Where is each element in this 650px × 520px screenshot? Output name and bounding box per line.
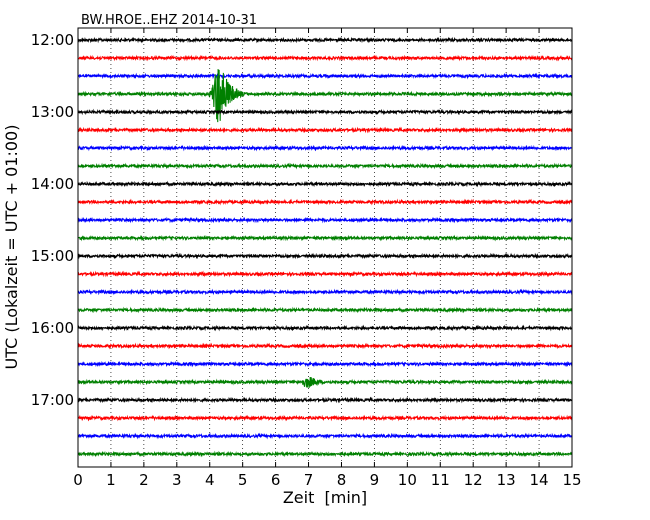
x-tick-label: 3 xyxy=(172,471,182,489)
plot-frame xyxy=(77,27,573,468)
x-tick-label: 9 xyxy=(370,471,380,489)
trace-11 xyxy=(77,234,573,242)
x-tick-label: 14 xyxy=(530,471,549,489)
x-tick-label: 1 xyxy=(106,471,116,489)
trace-22 xyxy=(77,432,573,440)
y-axis-label: UTC (Lokalzeit = UTC + 01:00) xyxy=(2,125,21,370)
x-tick-label: 5 xyxy=(238,471,248,489)
x-tick-label: 2 xyxy=(139,471,149,489)
y-tick-label: 17:00 xyxy=(31,391,74,409)
trace-10 xyxy=(77,216,573,224)
x-tick-label: 10 xyxy=(398,471,417,489)
x-tick-label: 7 xyxy=(304,471,314,489)
trace-9 xyxy=(77,198,573,206)
trace-3 xyxy=(77,69,573,123)
trace-7 xyxy=(77,162,573,170)
x-tick-label: 15 xyxy=(562,471,581,489)
x-tick-label: 13 xyxy=(497,471,516,489)
trace-8 xyxy=(77,180,573,188)
trace-6 xyxy=(77,144,573,152)
trace-17 xyxy=(77,342,573,350)
trace-23 xyxy=(77,450,573,458)
trace-5 xyxy=(77,126,573,134)
seismic-traces xyxy=(77,36,573,458)
y-tick-label: 15:00 xyxy=(31,247,74,265)
y-axis-ticks: 12:00 13:00 14:00 15:00 16:00 17:00 xyxy=(31,31,572,409)
trace-14 xyxy=(77,288,573,296)
trace-1 xyxy=(77,54,573,62)
trace-18 xyxy=(77,360,573,368)
trace-16 xyxy=(77,324,573,332)
x-tick-label: 6 xyxy=(271,471,281,489)
trace-4 xyxy=(77,108,573,116)
trace-21 xyxy=(77,414,573,422)
x-axis-ticks: 0 1 2 3 4 5 6 7 8 9 10 11 12 13 14 15 xyxy=(73,28,582,489)
y-tick-label: 13:00 xyxy=(31,103,74,121)
x-tick-label: 4 xyxy=(205,471,215,489)
x-tick-label: 12 xyxy=(464,471,483,489)
trace-12 xyxy=(77,252,573,260)
trace-15 xyxy=(77,306,573,314)
y-tick-label: 16:00 xyxy=(31,319,74,337)
x-tick-label: 11 xyxy=(431,471,450,489)
trace-13 xyxy=(77,270,573,278)
x-axis-label: Zeit [min] xyxy=(283,488,367,507)
trace-0 xyxy=(77,36,573,44)
x-tick-label: 0 xyxy=(73,471,83,489)
chart-title: BW.HROE..EHZ 2014-10-31 xyxy=(81,13,257,28)
trace-19 xyxy=(77,376,573,388)
trace-20 xyxy=(77,396,573,404)
x-tick-label: 8 xyxy=(337,471,347,489)
y-tick-label: 12:00 xyxy=(31,31,74,49)
trace-2 xyxy=(77,72,573,80)
y-tick-label: 14:00 xyxy=(31,175,74,193)
